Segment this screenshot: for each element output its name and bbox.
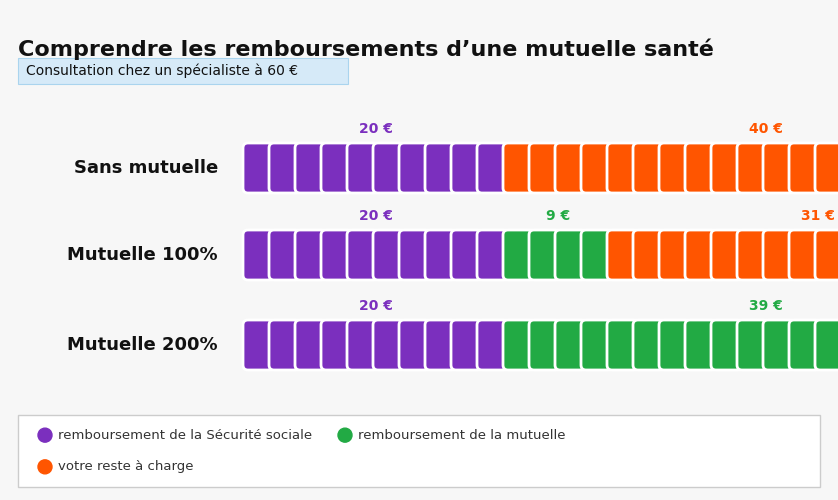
- FancyBboxPatch shape: [815, 143, 838, 193]
- FancyBboxPatch shape: [503, 143, 535, 193]
- FancyBboxPatch shape: [295, 143, 327, 193]
- FancyBboxPatch shape: [269, 320, 301, 370]
- FancyBboxPatch shape: [243, 143, 275, 193]
- FancyBboxPatch shape: [295, 230, 327, 280]
- Text: 31 €: 31 €: [801, 209, 835, 223]
- FancyBboxPatch shape: [373, 230, 405, 280]
- FancyBboxPatch shape: [451, 143, 483, 193]
- FancyBboxPatch shape: [529, 230, 561, 280]
- FancyBboxPatch shape: [815, 320, 838, 370]
- FancyBboxPatch shape: [607, 320, 639, 370]
- FancyBboxPatch shape: [789, 143, 821, 193]
- Text: Sans mutuelle: Sans mutuelle: [74, 159, 218, 177]
- FancyBboxPatch shape: [607, 143, 639, 193]
- Text: 20 €: 20 €: [359, 299, 393, 313]
- FancyBboxPatch shape: [477, 320, 509, 370]
- FancyBboxPatch shape: [269, 143, 301, 193]
- FancyBboxPatch shape: [581, 230, 613, 280]
- FancyBboxPatch shape: [815, 230, 838, 280]
- FancyBboxPatch shape: [659, 143, 691, 193]
- Text: Consultation chez un spécialiste à 60 €: Consultation chez un spécialiste à 60 €: [26, 64, 298, 78]
- FancyBboxPatch shape: [243, 320, 275, 370]
- FancyBboxPatch shape: [425, 320, 457, 370]
- FancyBboxPatch shape: [477, 230, 509, 280]
- FancyBboxPatch shape: [737, 320, 769, 370]
- Text: remboursement de la mutuelle: remboursement de la mutuelle: [358, 428, 566, 442]
- FancyBboxPatch shape: [711, 230, 743, 280]
- Text: 9 €: 9 €: [546, 209, 570, 223]
- FancyBboxPatch shape: [243, 230, 275, 280]
- FancyBboxPatch shape: [451, 320, 483, 370]
- FancyBboxPatch shape: [373, 320, 405, 370]
- Circle shape: [338, 428, 352, 442]
- FancyBboxPatch shape: [321, 230, 353, 280]
- Text: 20 €: 20 €: [359, 122, 393, 136]
- FancyBboxPatch shape: [685, 230, 717, 280]
- FancyBboxPatch shape: [425, 230, 457, 280]
- Text: 39 €: 39 €: [749, 299, 783, 313]
- Text: votre reste à charge: votre reste à charge: [58, 460, 194, 473]
- FancyBboxPatch shape: [763, 320, 795, 370]
- Circle shape: [38, 460, 52, 474]
- FancyBboxPatch shape: [373, 143, 405, 193]
- FancyBboxPatch shape: [347, 320, 379, 370]
- FancyBboxPatch shape: [269, 230, 301, 280]
- Text: Mutuelle 100%: Mutuelle 100%: [67, 246, 218, 264]
- FancyBboxPatch shape: [503, 230, 535, 280]
- FancyBboxPatch shape: [685, 320, 717, 370]
- FancyBboxPatch shape: [399, 143, 431, 193]
- FancyBboxPatch shape: [763, 230, 795, 280]
- FancyBboxPatch shape: [685, 143, 717, 193]
- FancyBboxPatch shape: [451, 230, 483, 280]
- FancyBboxPatch shape: [425, 143, 457, 193]
- FancyBboxPatch shape: [633, 230, 665, 280]
- FancyBboxPatch shape: [295, 320, 327, 370]
- FancyBboxPatch shape: [555, 143, 587, 193]
- FancyBboxPatch shape: [659, 230, 691, 280]
- FancyBboxPatch shape: [581, 320, 613, 370]
- FancyBboxPatch shape: [399, 320, 431, 370]
- FancyBboxPatch shape: [711, 320, 743, 370]
- Text: 40 €: 40 €: [749, 122, 783, 136]
- FancyBboxPatch shape: [529, 320, 561, 370]
- FancyBboxPatch shape: [633, 320, 665, 370]
- FancyBboxPatch shape: [789, 230, 821, 280]
- FancyBboxPatch shape: [529, 143, 561, 193]
- Text: 20 €: 20 €: [359, 209, 393, 223]
- FancyBboxPatch shape: [399, 230, 431, 280]
- FancyBboxPatch shape: [633, 143, 665, 193]
- FancyBboxPatch shape: [555, 320, 587, 370]
- FancyBboxPatch shape: [503, 320, 535, 370]
- Text: remboursement de la Sécurité sociale: remboursement de la Sécurité sociale: [58, 428, 312, 442]
- FancyBboxPatch shape: [659, 320, 691, 370]
- FancyBboxPatch shape: [18, 415, 820, 487]
- FancyBboxPatch shape: [711, 143, 743, 193]
- FancyBboxPatch shape: [18, 58, 348, 84]
- FancyBboxPatch shape: [347, 143, 379, 193]
- FancyBboxPatch shape: [737, 230, 769, 280]
- FancyBboxPatch shape: [321, 320, 353, 370]
- FancyBboxPatch shape: [477, 143, 509, 193]
- FancyBboxPatch shape: [737, 143, 769, 193]
- FancyBboxPatch shape: [763, 143, 795, 193]
- FancyBboxPatch shape: [789, 320, 821, 370]
- Text: Comprendre les remboursements d’une mutuelle santé: Comprendre les remboursements d’une mutu…: [18, 38, 714, 60]
- FancyBboxPatch shape: [581, 143, 613, 193]
- FancyBboxPatch shape: [347, 230, 379, 280]
- Circle shape: [38, 428, 52, 442]
- Text: Mutuelle 200%: Mutuelle 200%: [67, 336, 218, 354]
- FancyBboxPatch shape: [555, 230, 587, 280]
- FancyBboxPatch shape: [607, 230, 639, 280]
- FancyBboxPatch shape: [321, 143, 353, 193]
